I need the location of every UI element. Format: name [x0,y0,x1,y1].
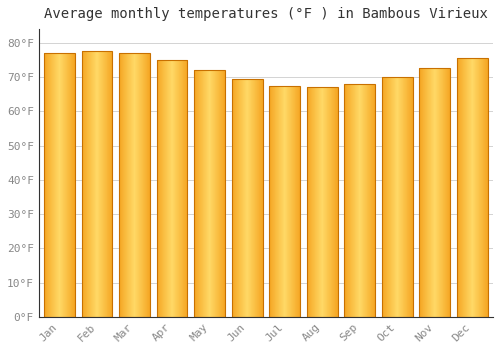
Bar [232,79,262,317]
Bar [457,58,488,317]
Bar [420,69,450,317]
Bar [344,84,375,317]
Bar [270,86,300,317]
Bar [119,53,150,317]
Bar [156,60,188,317]
Bar [194,70,225,317]
Title: Average monthly temperatures (°F ) in Bambous Virieux: Average monthly temperatures (°F ) in Ba… [44,7,488,21]
Bar [307,87,338,317]
Bar [44,53,75,317]
Bar [382,77,412,317]
Bar [82,51,112,317]
